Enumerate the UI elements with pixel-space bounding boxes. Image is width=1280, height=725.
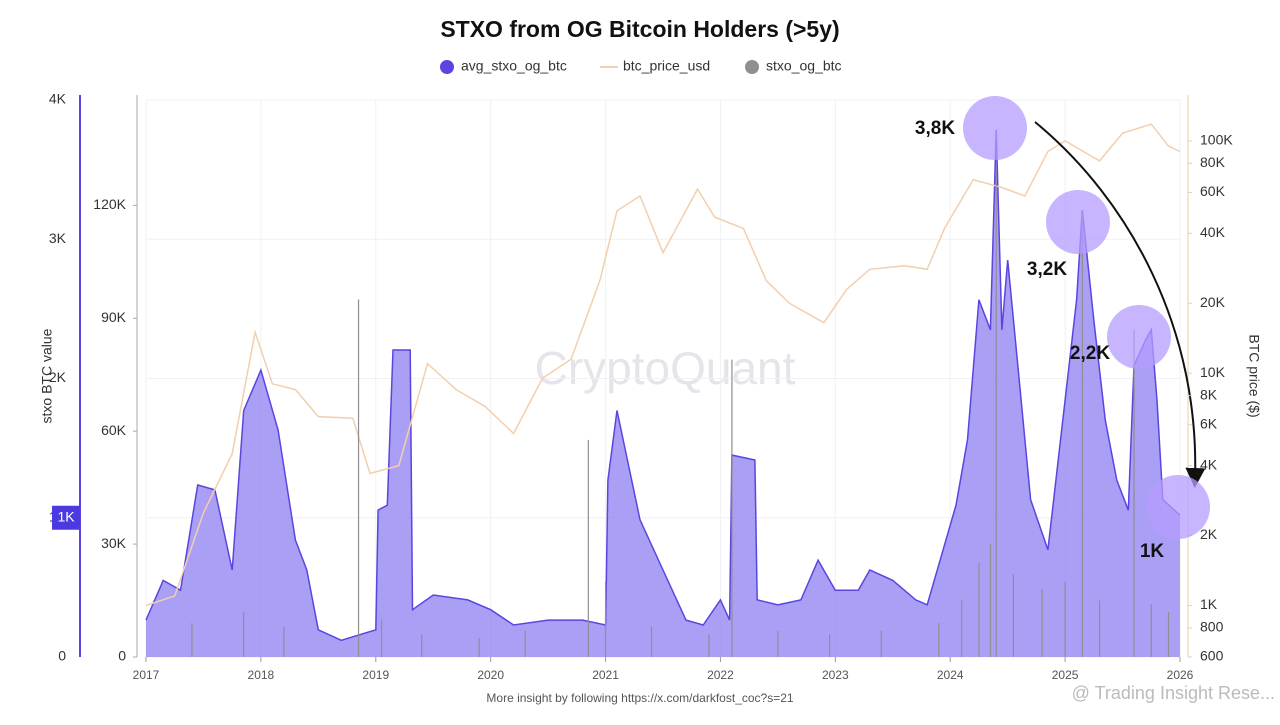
legend-marker: [745, 60, 759, 74]
y3-tick-label: 2K: [1200, 526, 1218, 542]
x-tick-label: 2021: [592, 668, 619, 682]
trend-arrow: [1034, 121, 1206, 488]
y2-tick-label: 60K: [101, 422, 127, 438]
x-tick-label: 2018: [248, 668, 275, 682]
corner-watermark: @ Trading Insight Rese...: [1072, 683, 1275, 703]
price-line: [145, 123, 1181, 607]
annotation: 3,2K: [1027, 259, 1067, 280]
x-tick-label: 2023: [822, 668, 849, 682]
y3-tick-label: 6K: [1200, 415, 1218, 431]
y3-tick-label: 4K: [1200, 456, 1218, 472]
watermark: CryptoQuant: [535, 342, 796, 394]
x-tick-label: 2020: [477, 668, 504, 682]
y-tick-label: 4K: [49, 91, 67, 107]
legend-label: stxo_og_btc: [766, 58, 842, 74]
plot-area: [145, 99, 1181, 658]
y3-tick-label: 1K: [1200, 596, 1218, 612]
y3-tick-label: 800: [1200, 619, 1224, 635]
y-axis-title: stxo BTC value: [39, 328, 55, 423]
highlight-circle: [1146, 475, 1210, 539]
x-tick-label: 2017: [133, 668, 160, 682]
highlight-circle: [1046, 190, 1110, 254]
y3-tick-label: 600: [1200, 648, 1224, 664]
x-tick-label: 2019: [362, 668, 389, 682]
area-fill: [146, 129, 1180, 657]
y3-tick-label: 60K: [1200, 183, 1226, 199]
y2-tick-label: 120K: [93, 196, 126, 212]
y2-tick-label: 0: [118, 648, 126, 664]
chart-title: STXO from OG Bitcoin Holders (>5y): [440, 16, 839, 42]
y-tick-label: 3K: [49, 230, 67, 246]
x-tick-label: 2022: [707, 668, 734, 682]
y3-tick-label: 40K: [1200, 224, 1226, 240]
y3-axis-title: BTC price ($): [1246, 334, 1262, 417]
x-tick-label: 2024: [937, 668, 964, 682]
y2-tick-label: 30K: [101, 535, 127, 551]
highlight-circle: [963, 96, 1027, 160]
area-line: [145, 129, 1181, 642]
y-tick-label: 2K: [49, 369, 67, 385]
y3-tick-label: 20K: [1200, 294, 1226, 310]
y3-tick-label: 10K: [1200, 364, 1226, 380]
legend-label: avg_stxo_og_btc: [461, 58, 567, 74]
y3-tick-label: 100K: [1200, 132, 1233, 148]
legend-label: btc_price_usd: [623, 58, 710, 74]
y-tick-label: 0: [58, 648, 66, 664]
current-value-tag: [52, 505, 80, 530]
highlight-circle: [1107, 305, 1171, 369]
footer: More insight by following https://x.com/…: [486, 691, 793, 705]
y3-tick-label: 80K: [1200, 154, 1226, 170]
y3-tick-label: 8K: [1200, 386, 1218, 402]
annotation: 1K: [1140, 541, 1165, 562]
y2-tick-label: 90K: [101, 309, 127, 325]
legend-marker: [440, 60, 454, 74]
x-tick-label: 2026: [1167, 668, 1194, 682]
annotation: 2,2K: [1070, 343, 1110, 364]
x-tick-label: 2025: [1052, 668, 1079, 682]
annotation: 3,8K: [915, 118, 955, 139]
current-value-label: 1K: [57, 508, 75, 524]
